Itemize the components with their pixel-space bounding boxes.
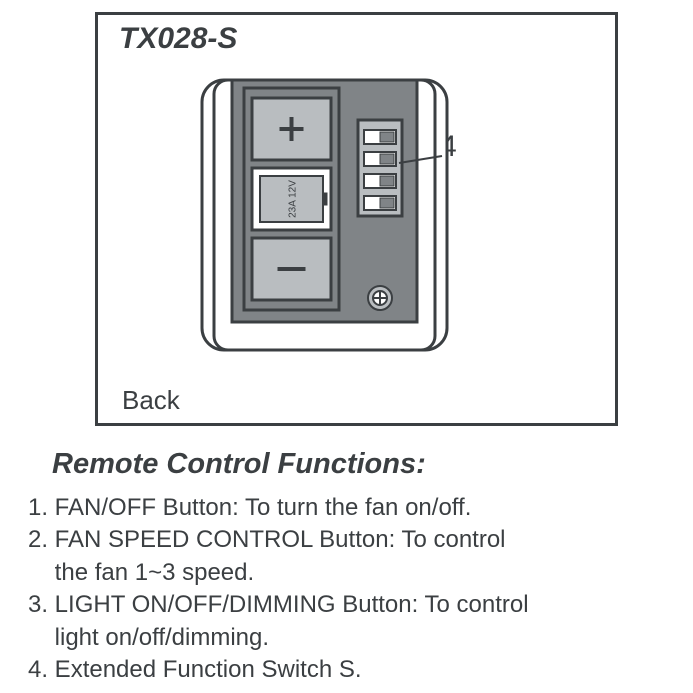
function-line: 4. Extended Function Switch S. bbox=[28, 654, 529, 686]
functions-heading: Remote Control Functions: bbox=[52, 448, 426, 481]
dip-knob-3 bbox=[380, 176, 394, 186]
svg-text:23A 12V: 23A 12V bbox=[288, 180, 299, 218]
page: TX028-S Back 4 23A 12V Remote Control Fu… bbox=[0, 0, 693, 693]
dip-knob-2 bbox=[380, 154, 394, 164]
model-number: TX028-S bbox=[119, 22, 237, 56]
function-line: the fan 1~3 speed. bbox=[28, 557, 529, 589]
dip-knob-1 bbox=[380, 132, 394, 142]
dip-knob-4 bbox=[380, 198, 394, 208]
function-line: light on/off/dimming. bbox=[28, 622, 529, 654]
function-line: 3. LIGHT ON/OFF/DIMMING Button: To contr… bbox=[28, 589, 529, 621]
function-line: 1. FAN/OFF Button: To turn the fan on/of… bbox=[28, 492, 529, 524]
back-label: Back bbox=[122, 385, 180, 416]
functions-list: 1. FAN/OFF Button: To turn the fan on/of… bbox=[28, 492, 529, 686]
function-line: 2. FAN SPEED CONTROL Button: To control bbox=[28, 524, 529, 556]
remote-back-illustration: 23A 12V bbox=[202, 80, 447, 380]
battery-nub bbox=[323, 193, 327, 205]
